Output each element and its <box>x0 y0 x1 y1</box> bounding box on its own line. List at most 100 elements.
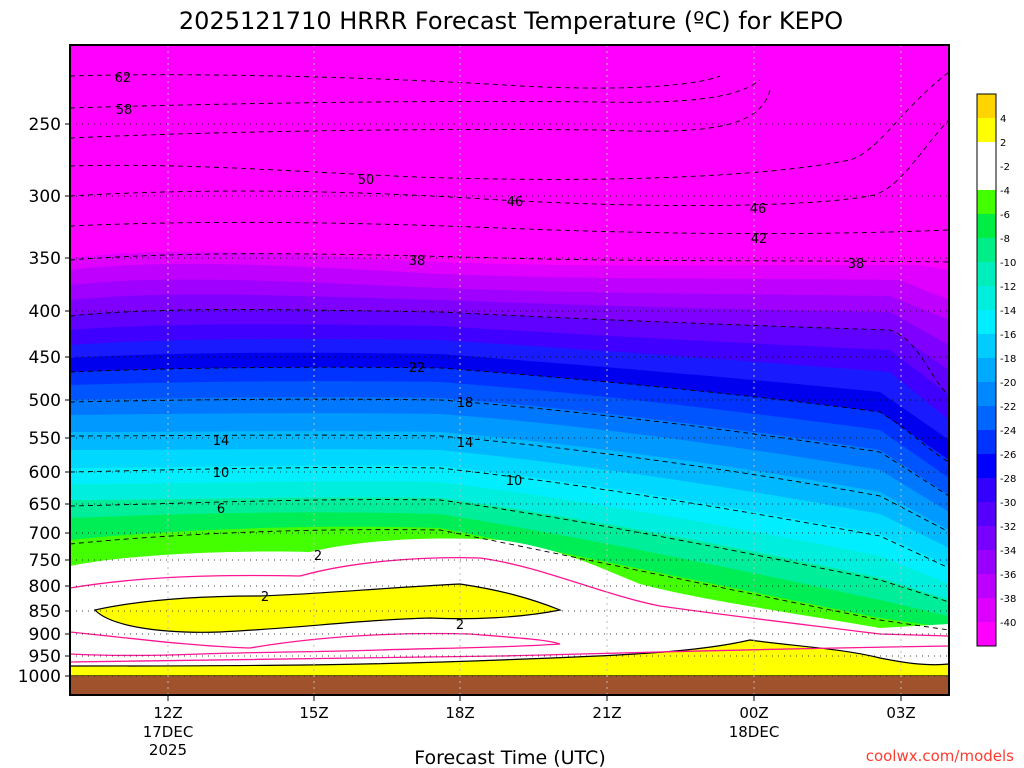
freezing-line-lower <box>70 631 561 657</box>
y-tick-label-300: 300 <box>29 187 61 207</box>
x-tick-label-12Z: 12Z <box>153 704 182 722</box>
colorbar-swatch <box>977 598 996 623</box>
contour-label-38: 38 <box>409 254 426 269</box>
colorbar-swatch <box>977 574 996 599</box>
credit-link[interactable]: coolwx.com/models <box>866 747 1014 765</box>
colorbar-label: -26 <box>1000 450 1016 461</box>
colorbar-swatch <box>977 502 996 527</box>
colorbar-label: -2 <box>1000 162 1010 173</box>
colorbar-swatch <box>977 310 996 335</box>
colorbar-label: -24 <box>1000 426 1016 437</box>
y-tick-label-650: 650 <box>29 495 61 515</box>
y-tick-label-950: 950 <box>29 647 61 667</box>
colorbar-swatch <box>977 118 996 143</box>
colorbar-swatch <box>977 382 996 407</box>
x-tick-label-03Z: 03Z <box>886 704 915 722</box>
x-tick-date-12Z: 17DEC <box>143 723 194 741</box>
isotherm-minus14 <box>70 434 949 533</box>
plot-frame <box>69 44 950 696</box>
colorbar-swatch <box>977 166 996 191</box>
colorbar-label: -6 <box>1000 210 1010 221</box>
contour-label-6: 6 <box>217 502 225 517</box>
contour-label-46: 46 <box>750 202 767 217</box>
y-tick-label-750: 750 <box>29 551 61 571</box>
x-tick-date-00Z: 18DEC <box>729 723 780 741</box>
isotherm-minus46 <box>70 119 949 207</box>
contour-label-42: 42 <box>751 232 768 247</box>
chart-title: 2025121710 HRRR Forecast Temperature (ºC… <box>179 7 843 35</box>
colorbar-swatch <box>977 526 996 551</box>
x-axis-label: Forecast Time (UTC) <box>414 747 605 768</box>
y-axis: 250 300 350 400 450 500 550 600 650 700 750 800 850 9… <box>18 115 70 687</box>
colorbar-swatch <box>977 238 996 263</box>
colorbar-label: -16 <box>1000 330 1016 341</box>
isotherm-minus42 <box>70 221 949 235</box>
isotherm-minus22 <box>70 366 949 463</box>
colorbar-swatch <box>977 430 996 455</box>
contour-label-2: 2 <box>261 590 269 605</box>
contour-label-2: 2 <box>314 549 322 564</box>
contour-label-18: 18 <box>457 396 474 411</box>
colorbar-label: -10 <box>1000 258 1016 269</box>
contour-label-10: 10 <box>506 474 523 489</box>
contour-label-58: 58 <box>116 103 133 118</box>
y-tick-label-1000: 1000 <box>18 667 61 687</box>
colorbar-swatch <box>977 262 996 287</box>
isotherm-minus30 <box>70 309 949 396</box>
x-tick-label-00Z: 00Z <box>739 704 768 722</box>
x-tick-label-15Z: 15Z <box>299 704 328 722</box>
isotherm-minus18 <box>70 398 949 497</box>
colorbar-swatch <box>977 358 996 383</box>
colorbar-swatch <box>977 406 996 431</box>
colorbar-label: -4 <box>1000 186 1010 197</box>
colorbar-label: 2 <box>1000 138 1006 149</box>
y-tick-label-850: 850 <box>29 602 61 622</box>
contour-label-22: 22 <box>409 361 426 376</box>
freezing-line-upper <box>70 556 949 637</box>
colorbar-label: -38 <box>1000 594 1016 605</box>
contour-label-46: 46 <box>507 195 524 210</box>
colorbar-frame <box>976 93 997 647</box>
isotherm-minus54 <box>70 89 771 139</box>
colorbar-swatch <box>977 622 996 647</box>
freezing-line-surface <box>70 645 949 663</box>
isotherm-minus2 <box>70 529 949 631</box>
contour-label-14: 14 <box>213 434 230 449</box>
x-tick-year-12Z: 2025 <box>149 741 187 759</box>
colorbar-label: -12 <box>1000 282 1016 293</box>
contour-label-14: 14 <box>457 436 474 451</box>
colorbar-swatch <box>977 334 996 359</box>
grid-lines <box>70 45 949 695</box>
x-tick-label-18Z: 18Z <box>445 704 474 722</box>
contour-label-62: 62 <box>115 71 132 86</box>
colorbar-label: -40 <box>1000 618 1016 629</box>
isotherm-minus62 <box>70 74 721 89</box>
y-tick-label-550: 550 <box>29 429 61 449</box>
colorbar-label: -30 <box>1000 498 1016 509</box>
warm-layer-850 <box>93 583 563 633</box>
colorbar-swatch <box>977 286 996 311</box>
colorbar-swatch <box>977 94 996 119</box>
contour-label-10: 10 <box>213 466 230 481</box>
colorbar-label: -18 <box>1000 354 1016 365</box>
ground-surface <box>70 676 949 695</box>
isotherm-minus10 <box>70 467 949 569</box>
y-tick-label-450: 450 <box>29 348 61 368</box>
isotherm-minus6 <box>70 499 949 603</box>
colorbar-label: -36 <box>1000 570 1016 581</box>
isotherm-minus38 <box>70 253 949 263</box>
colorbar-swatch <box>977 190 996 215</box>
colorbar-label: -32 <box>1000 522 1016 533</box>
colorbar-label: -20 <box>1000 378 1016 389</box>
y-tick-label-400: 400 <box>29 302 61 322</box>
colorbar-label: -22 <box>1000 402 1016 413</box>
contour-label-50: 50 <box>358 173 375 188</box>
y-tick-label-250: 250 <box>29 115 61 135</box>
colorbar-label: 4 <box>1000 114 1006 125</box>
warm-layer-surface <box>70 639 949 677</box>
plot-area <box>70 45 949 695</box>
colorbar-swatch <box>977 550 996 575</box>
